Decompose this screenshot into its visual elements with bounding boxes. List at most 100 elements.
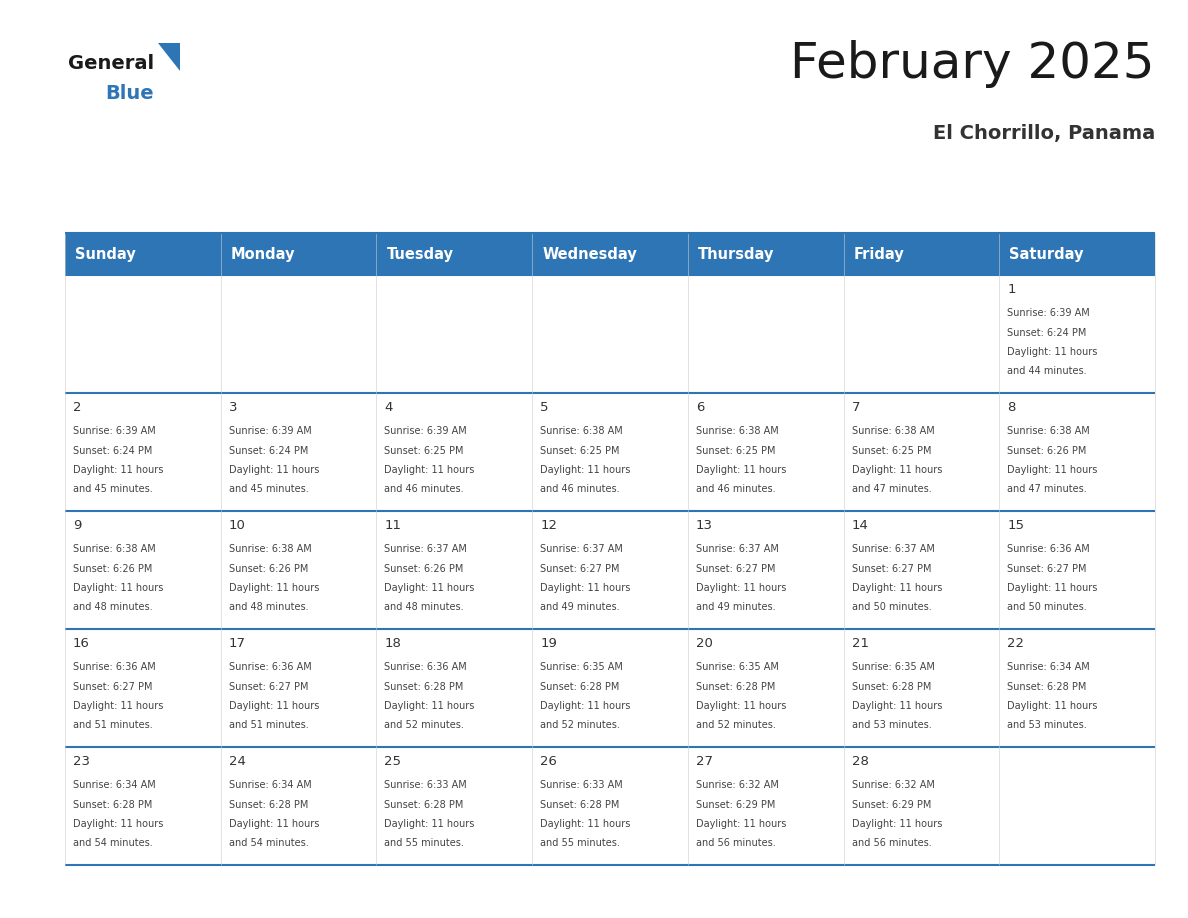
Bar (843, 511, 999, 629)
Bar (843, 629, 999, 747)
Text: Sunset: 6:29 PM: Sunset: 6:29 PM (696, 800, 776, 810)
Text: Daylight: 11 hours: Daylight: 11 hours (541, 583, 631, 593)
Text: Sunrise: 6:34 AM: Sunrise: 6:34 AM (229, 780, 311, 790)
Bar (999, 275, 1155, 393)
Text: 9: 9 (72, 519, 81, 532)
Text: 18: 18 (385, 637, 402, 650)
Text: and 45 minutes.: and 45 minutes. (72, 485, 153, 495)
Bar (221, 629, 377, 747)
Text: Sunrise: 6:33 AM: Sunrise: 6:33 AM (541, 780, 623, 790)
Text: and 49 minutes.: and 49 minutes. (696, 602, 776, 612)
Text: and 52 minutes.: and 52 minutes. (541, 721, 620, 731)
Text: Daylight: 11 hours: Daylight: 11 hours (541, 465, 631, 475)
Text: and 48 minutes.: and 48 minutes. (72, 602, 152, 612)
Text: Daylight: 11 hours: Daylight: 11 hours (1007, 701, 1098, 711)
Text: and 51 minutes.: and 51 minutes. (72, 721, 153, 731)
Text: Sunset: 6:28 PM: Sunset: 6:28 PM (1007, 681, 1087, 691)
Bar (843, 747, 999, 865)
Text: Sunrise: 6:36 AM: Sunrise: 6:36 AM (1007, 544, 1091, 554)
Bar (221, 233, 377, 275)
Text: and 47 minutes.: and 47 minutes. (852, 485, 931, 495)
Text: Sunset: 6:27 PM: Sunset: 6:27 PM (696, 564, 776, 574)
Text: Daylight: 11 hours: Daylight: 11 hours (385, 819, 475, 829)
Bar (688, 275, 843, 393)
Text: Sunset: 6:28 PM: Sunset: 6:28 PM (72, 800, 152, 810)
Bar (999, 393, 1155, 511)
Polygon shape (158, 43, 181, 71)
Bar (688, 233, 843, 275)
Bar (65, 511, 221, 629)
Text: 24: 24 (229, 755, 246, 768)
Text: 3: 3 (229, 401, 238, 414)
Text: Blue: Blue (105, 84, 153, 103)
Text: 15: 15 (1007, 519, 1024, 532)
Text: Sunday: Sunday (75, 247, 135, 262)
Text: Daylight: 11 hours: Daylight: 11 hours (229, 465, 320, 475)
Text: Daylight: 11 hours: Daylight: 11 hours (72, 583, 164, 593)
Text: Thursday: Thursday (697, 247, 775, 262)
Text: Sunset: 6:27 PM: Sunset: 6:27 PM (72, 681, 152, 691)
Text: Monday: Monday (230, 247, 295, 262)
Text: Daylight: 11 hours: Daylight: 11 hours (852, 583, 942, 593)
Text: 16: 16 (72, 637, 90, 650)
Text: Daylight: 11 hours: Daylight: 11 hours (852, 465, 942, 475)
Text: Daylight: 11 hours: Daylight: 11 hours (696, 701, 786, 711)
Text: Daylight: 11 hours: Daylight: 11 hours (229, 701, 320, 711)
Text: Sunset: 6:28 PM: Sunset: 6:28 PM (385, 681, 463, 691)
Text: 11: 11 (385, 519, 402, 532)
Bar (688, 629, 843, 747)
Text: Daylight: 11 hours: Daylight: 11 hours (385, 701, 475, 711)
Text: Sunrise: 6:37 AM: Sunrise: 6:37 AM (696, 544, 778, 554)
Text: and 53 minutes.: and 53 minutes. (852, 721, 931, 731)
Bar (999, 629, 1155, 747)
Bar (377, 233, 532, 275)
Bar (843, 233, 999, 275)
Text: and 50 minutes.: and 50 minutes. (852, 602, 931, 612)
Text: Sunrise: 6:36 AM: Sunrise: 6:36 AM (229, 662, 311, 672)
Bar (377, 511, 532, 629)
Text: and 50 minutes.: and 50 minutes. (1007, 602, 1087, 612)
Text: Daylight: 11 hours: Daylight: 11 hours (1007, 465, 1098, 475)
Bar (843, 275, 999, 393)
Text: Tuesday: Tuesday (386, 247, 454, 262)
Text: Sunset: 6:27 PM: Sunset: 6:27 PM (852, 564, 931, 574)
Text: Sunset: 6:27 PM: Sunset: 6:27 PM (1007, 564, 1087, 574)
Text: Daylight: 11 hours: Daylight: 11 hours (696, 819, 786, 829)
Bar (999, 233, 1155, 275)
Text: Sunrise: 6:37 AM: Sunrise: 6:37 AM (852, 544, 935, 554)
Text: 6: 6 (696, 401, 704, 414)
Text: Sunrise: 6:35 AM: Sunrise: 6:35 AM (852, 662, 935, 672)
Text: 23: 23 (72, 755, 90, 768)
Text: Daylight: 11 hours: Daylight: 11 hours (852, 819, 942, 829)
Text: 20: 20 (696, 637, 713, 650)
Text: and 46 minutes.: and 46 minutes. (696, 485, 776, 495)
Bar (688, 747, 843, 865)
Text: El Chorrillo, Panama: El Chorrillo, Panama (933, 124, 1155, 143)
Text: Daylight: 11 hours: Daylight: 11 hours (541, 819, 631, 829)
Bar (532, 511, 688, 629)
Text: Sunrise: 6:38 AM: Sunrise: 6:38 AM (1007, 426, 1091, 436)
Text: 5: 5 (541, 401, 549, 414)
Bar (532, 747, 688, 865)
Text: Sunrise: 6:34 AM: Sunrise: 6:34 AM (1007, 662, 1091, 672)
Text: Daylight: 11 hours: Daylight: 11 hours (1007, 347, 1098, 357)
Text: 26: 26 (541, 755, 557, 768)
Text: 27: 27 (696, 755, 713, 768)
Text: 2: 2 (72, 401, 82, 414)
Text: and 56 minutes.: and 56 minutes. (852, 838, 931, 848)
Text: Sunrise: 6:37 AM: Sunrise: 6:37 AM (385, 544, 467, 554)
Text: 7: 7 (852, 401, 860, 414)
Text: and 46 minutes.: and 46 minutes. (541, 485, 620, 495)
Text: Sunrise: 6:39 AM: Sunrise: 6:39 AM (229, 426, 311, 436)
Bar (377, 747, 532, 865)
Text: and 55 minutes.: and 55 minutes. (541, 838, 620, 848)
Bar (221, 747, 377, 865)
Text: 17: 17 (229, 637, 246, 650)
Bar (221, 393, 377, 511)
Bar (532, 233, 688, 275)
Text: Daylight: 11 hours: Daylight: 11 hours (229, 819, 320, 829)
Text: Sunset: 6:25 PM: Sunset: 6:25 PM (541, 445, 620, 455)
Text: Sunset: 6:26 PM: Sunset: 6:26 PM (385, 564, 463, 574)
Text: 25: 25 (385, 755, 402, 768)
Text: and 55 minutes.: and 55 minutes. (385, 838, 465, 848)
